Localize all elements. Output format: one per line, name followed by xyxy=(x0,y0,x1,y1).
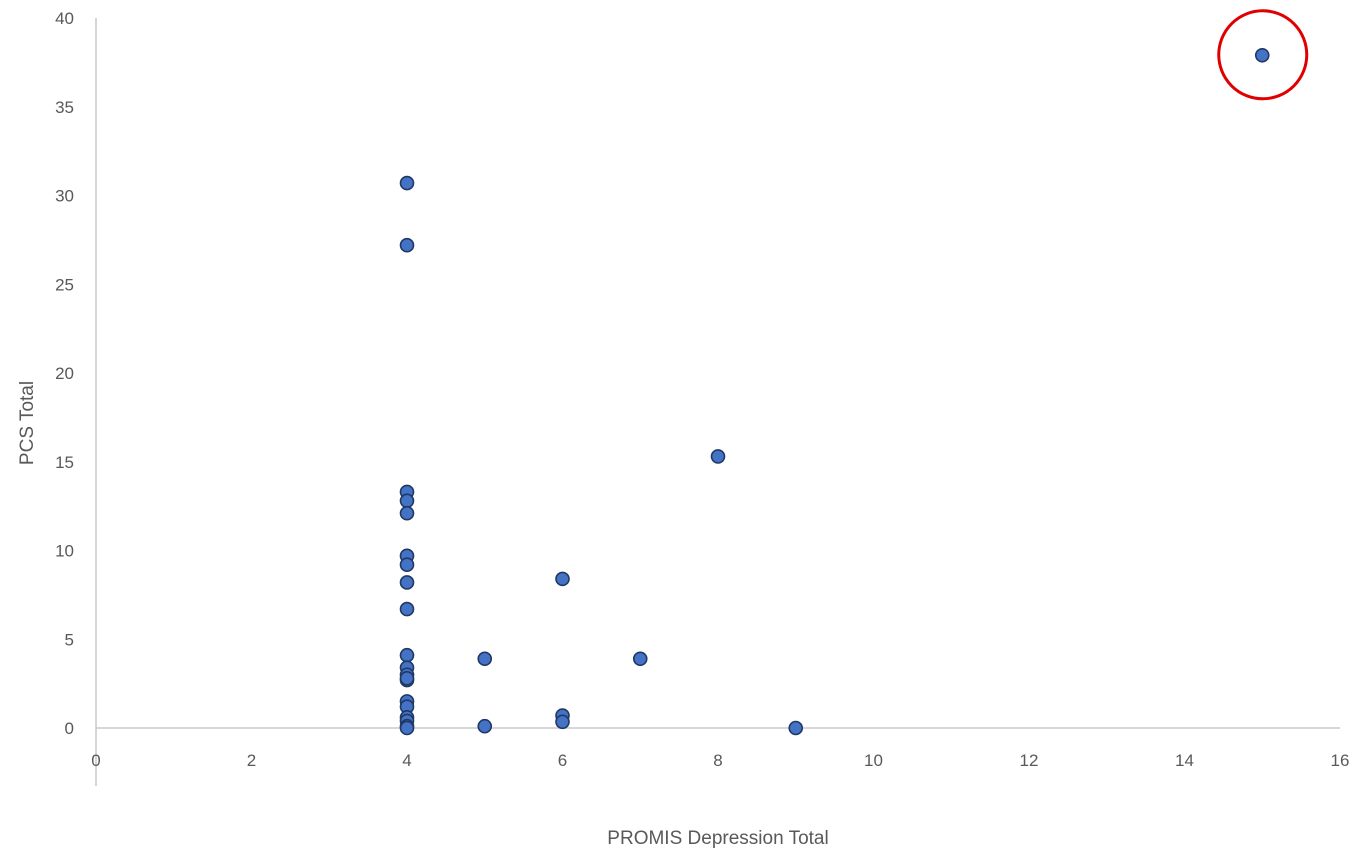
x-tick-label: 2 xyxy=(247,751,256,770)
data-point xyxy=(399,493,415,509)
data-point xyxy=(399,601,415,617)
data-point xyxy=(399,575,415,590)
data-point xyxy=(399,647,415,663)
data-point xyxy=(399,175,415,191)
x-tick-label: 16 xyxy=(1331,751,1350,770)
data-point xyxy=(399,237,415,253)
x-tick-label: 8 xyxy=(713,751,722,770)
data-point xyxy=(1254,47,1270,63)
y-tick-label: 25 xyxy=(55,275,74,294)
data-point xyxy=(710,449,726,464)
data-point xyxy=(788,720,804,736)
x-tick-label: 10 xyxy=(864,751,883,770)
y-tick-label: 35 xyxy=(55,98,74,117)
x-axis: 0 2 4 6 8 10 12 14 16 xyxy=(91,727,1349,770)
data-point xyxy=(399,720,415,736)
y-tick-label: 20 xyxy=(55,364,74,383)
x-tick-label: 6 xyxy=(558,751,567,770)
x-tick-label: 0 xyxy=(91,751,100,770)
data-point xyxy=(555,714,570,730)
data-point xyxy=(477,718,493,734)
data-point xyxy=(399,557,415,573)
y-tick-label: 5 xyxy=(65,630,74,649)
y-tick-label: 40 xyxy=(55,9,74,28)
x-tick-labels: 0 2 4 6 8 10 12 14 16 xyxy=(91,751,1349,770)
x-tick-label: 12 xyxy=(1020,751,1039,770)
outlier-highlight-circle xyxy=(1217,9,1309,101)
x-axis-title: PROMIS Depression Total xyxy=(607,828,828,849)
y-tick-labels: 0 5 10 15 20 25 30 35 40 xyxy=(55,9,74,738)
data-point xyxy=(399,505,415,521)
y-axis-title: PCS Total xyxy=(17,381,38,465)
y-tick-label: 10 xyxy=(55,542,74,561)
x-tick-label: 4 xyxy=(402,751,411,770)
data-point xyxy=(555,571,570,587)
y-tick-label: 30 xyxy=(55,187,74,206)
data-points xyxy=(399,47,1270,736)
y-tick-label: 15 xyxy=(55,453,74,472)
data-point xyxy=(632,651,648,667)
y-axis: 0 5 10 15 20 25 30 35 40 xyxy=(55,9,97,786)
y-tick-label: 0 xyxy=(65,719,74,738)
x-tick-label: 14 xyxy=(1175,751,1194,770)
data-point xyxy=(399,670,415,686)
data-point xyxy=(477,651,493,667)
